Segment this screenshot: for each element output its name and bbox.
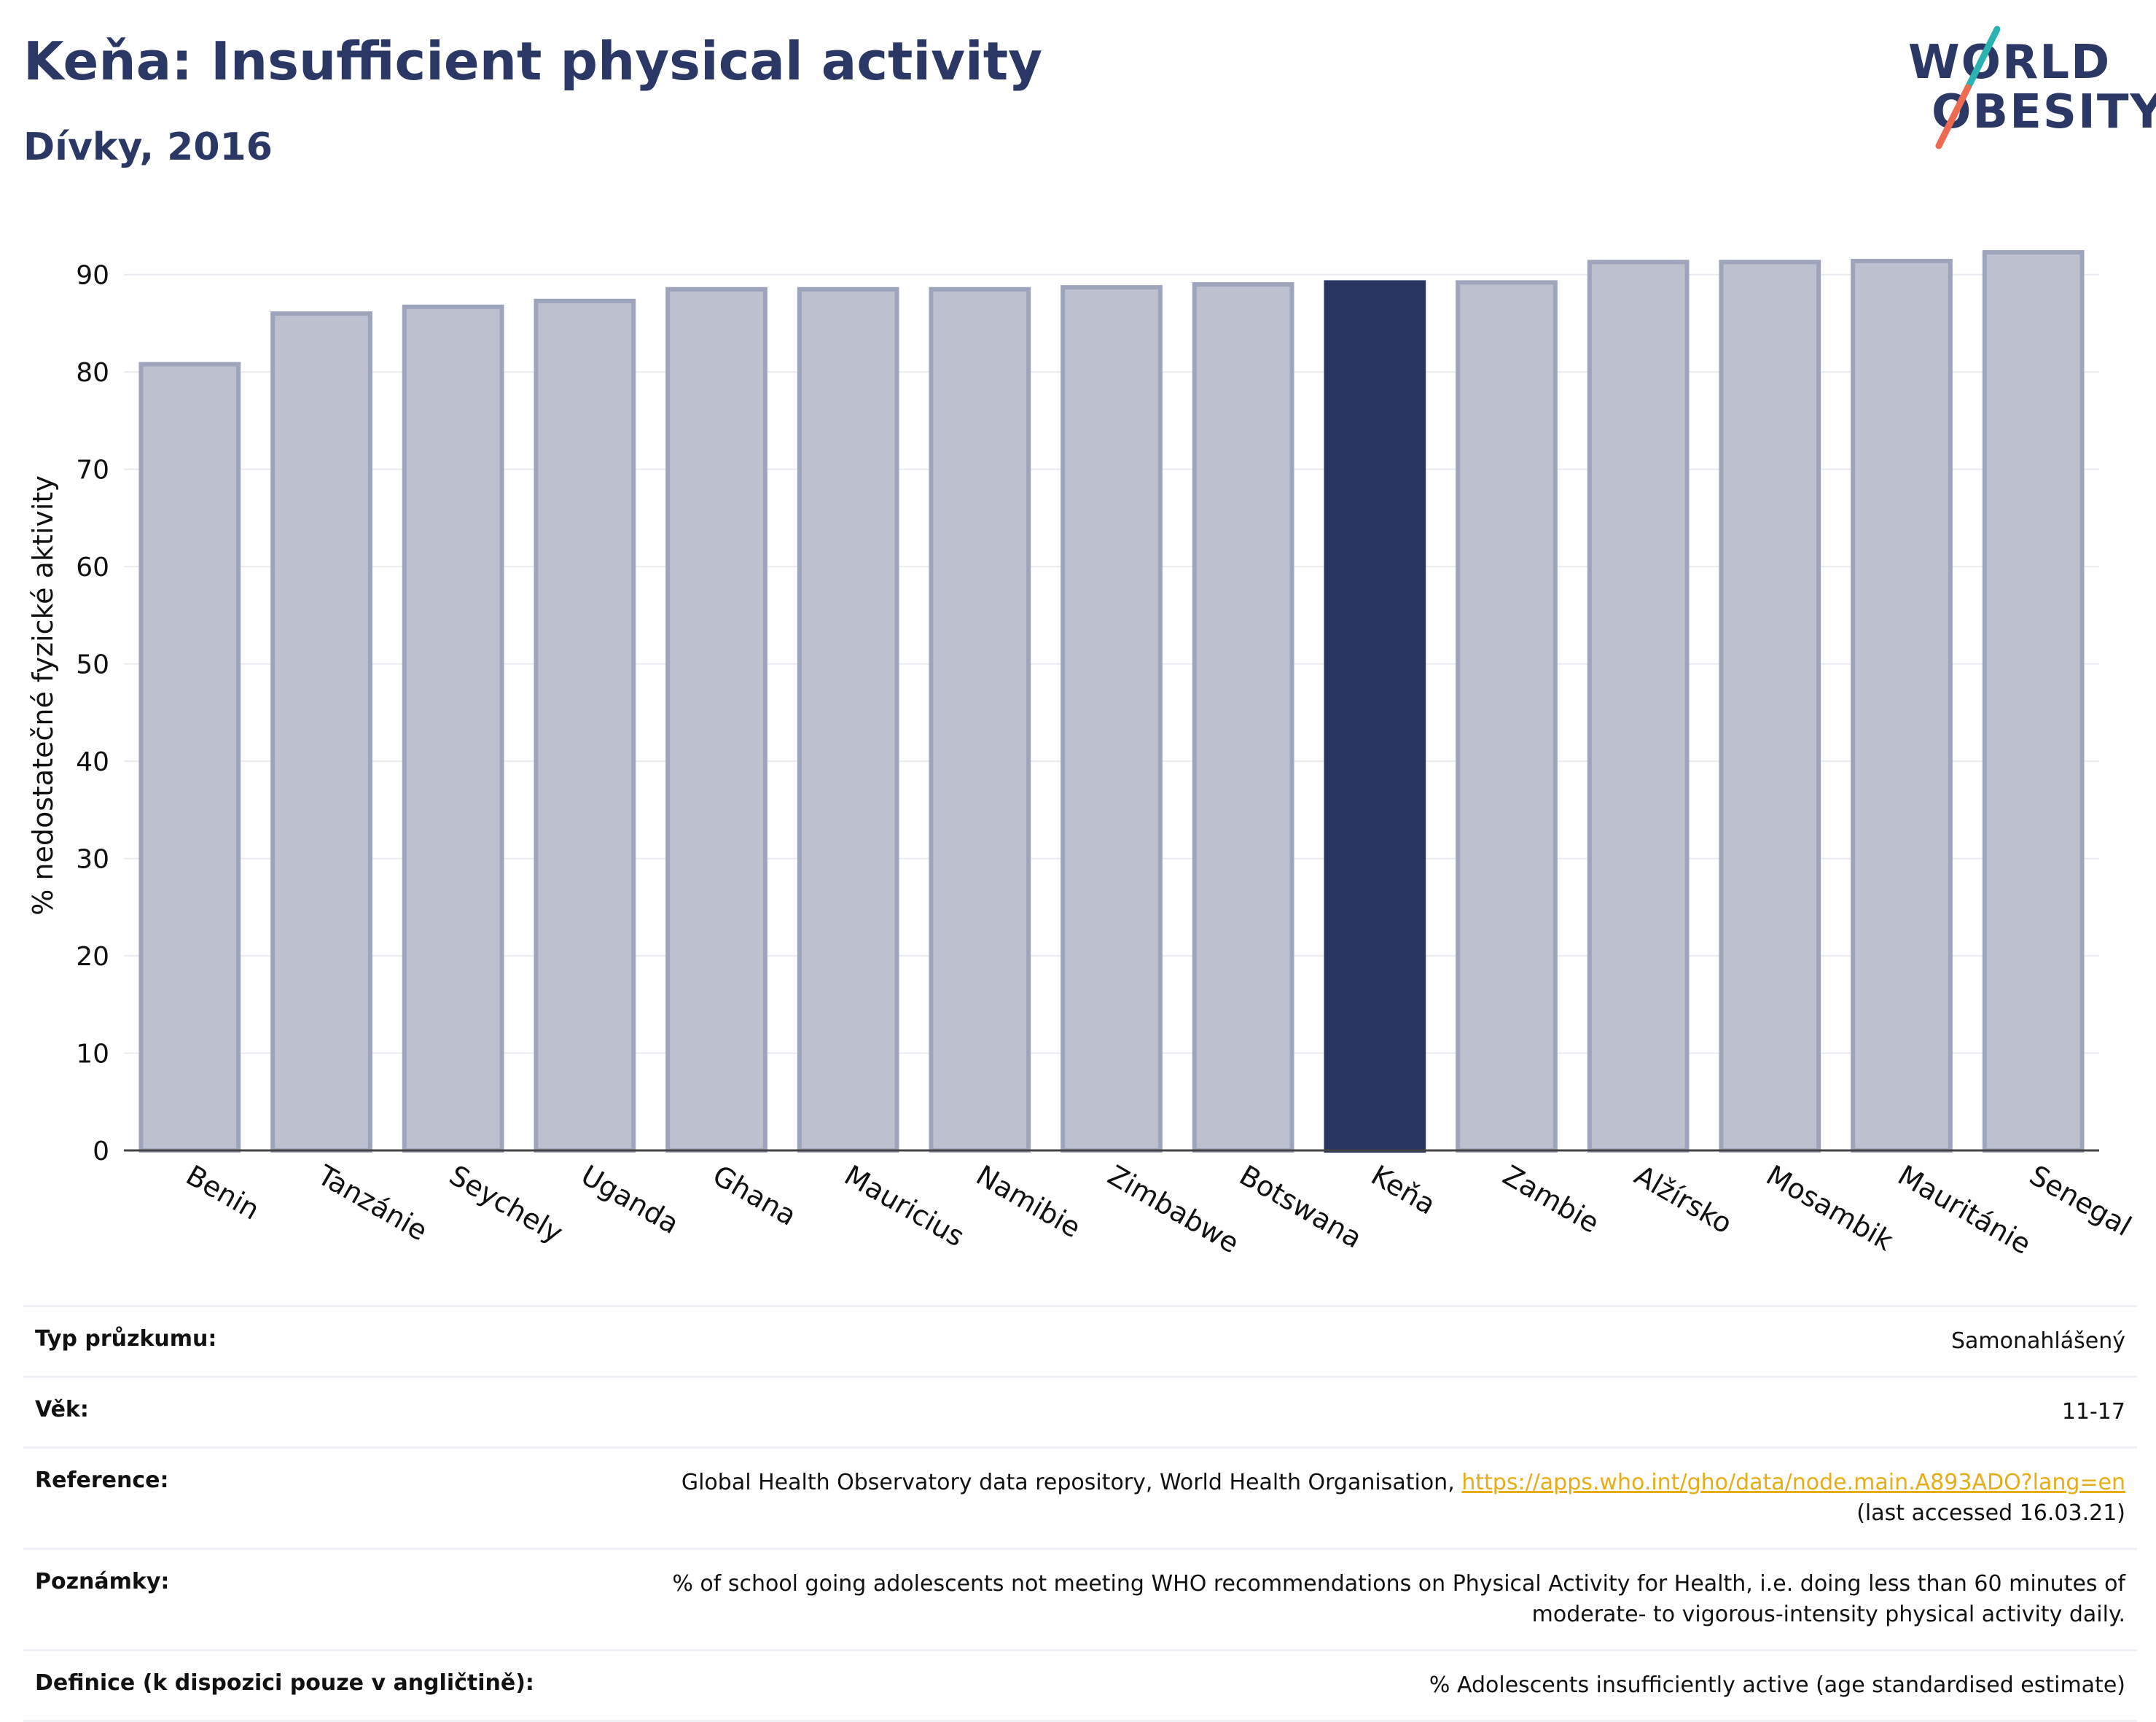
x-tick-label: Alžírsko (1629, 1159, 1738, 1240)
x-tick-label: Benin (181, 1159, 265, 1226)
reference-accessed: (last accessed 16.03.21) (1856, 1500, 2125, 1526)
bar-Alžírsko (1587, 260, 1690, 1153)
info-row-reference: Reference: Global Health Observatory dat… (23, 1446, 2137, 1548)
logo-slash-icon (1935, 26, 2001, 149)
y-tick-labels: 0 10 20 30 40 50 60 70 80 90 (76, 261, 109, 1166)
bar-Uganda (534, 298, 636, 1153)
x-tick-label: Mauricius (839, 1159, 969, 1253)
x-tick-label: Botswana (1234, 1159, 1367, 1255)
bar-chart: 0 10 20 30 40 50 60 70 80 90 Benin Tanzánie Seychel… (27, 250, 2137, 1261)
x-tick-label: Ghana (708, 1159, 802, 1232)
bar-Zimbabwe (1061, 285, 1163, 1153)
x-tick-label: Mauritánie (1893, 1159, 2036, 1261)
x-tick-label: Tanzánie (312, 1158, 433, 1247)
bar-Senegal (1982, 250, 2085, 1153)
y-axis-label: % nedostatečné fyzické aktivity (27, 475, 59, 916)
y-tick-label: 0 (93, 1137, 109, 1166)
x-tick-label: Zimbabwe (1103, 1159, 1245, 1260)
definition-label: Definice (k dispozici pouze v angličtině… (35, 1670, 534, 1696)
x-tick-label: Namibie (971, 1159, 1086, 1244)
bar-Ghana (665, 287, 768, 1153)
y-tick-label: 50 (76, 650, 109, 680)
x-tick-labels: Benin Tanzánie Seychely Uganda Ghana Mauriciu… (181, 1158, 2137, 1261)
y-tick-label: 70 (76, 456, 109, 486)
y-tick-label: 80 (76, 358, 109, 388)
bar-Keňa (1324, 280, 1426, 1153)
x-tick-label: Mosambik (1761, 1159, 1899, 1258)
chart-title: Keňa: Insufficient physical activity (23, 31, 1043, 92)
y-tick-label: 40 (76, 747, 109, 777)
reference-link[interactable]: https://apps.who.int/gho/data/node.main.… (1461, 1470, 2125, 1495)
bar-Mauricius (797, 287, 899, 1153)
bar-Seychely (402, 304, 504, 1153)
x-tick-label: Zambie (1498, 1159, 1605, 1239)
y-tick-label: 90 (76, 261, 109, 291)
y-tick-label: 20 (76, 942, 109, 972)
notes-line-1: % of school going adolescents not meetin… (672, 1571, 2125, 1597)
y-tick-label: 10 (76, 1040, 109, 1070)
notes-value: % of school going adolescents not meetin… (672, 1569, 2125, 1630)
bar-Tanzánie (270, 311, 372, 1153)
world-obesity-logo: WORLD OBESITY (1902, 22, 2156, 153)
bar-Mosambik (1719, 260, 1821, 1153)
bar-Zambie (1456, 280, 1558, 1153)
logo-word-2: OBESITY (1932, 85, 2156, 139)
y-tick-label: 30 (76, 845, 109, 875)
bar-Botswana (1192, 282, 1294, 1153)
notes-label: Poznámky: (35, 1569, 170, 1594)
reference-label: Reference: (35, 1468, 169, 1493)
x-tick-label: Senegal (2024, 1159, 2136, 1243)
logo-word-1: WORLD (1908, 36, 2112, 90)
info-row-survey: Typ průzkumu: Samonahlášený (23, 1305, 2137, 1376)
reference-text: Global Health Observatory data repositor… (681, 1470, 1462, 1495)
age-value: 11-17 (2061, 1399, 2125, 1425)
bar-Namibie (929, 287, 1031, 1153)
info-row-definition: Definice (k dispozici pouze v angličtině… (23, 1649, 2137, 1722)
reference-value: Global Health Observatory data repositor… (681, 1468, 2125, 1529)
x-tick-label: Seychely (444, 1159, 568, 1250)
y-tick-label: 60 (76, 553, 109, 583)
bar-Benin (138, 362, 241, 1153)
survey-label: Typ průzkumu: (35, 1326, 217, 1352)
x-tick-label: Uganda (576, 1159, 684, 1240)
notes-line-2: moderate- to vigorous-intensity physical… (1531, 1602, 2125, 1627)
chart-subtitle: Dívky, 2016 (23, 125, 273, 169)
bars (138, 250, 2085, 1153)
age-label: Věk: (35, 1397, 89, 1422)
definition-value: % Adolescents insufficiently active (age… (1429, 1672, 2125, 1698)
survey-value: Samonahlášený (1951, 1328, 2125, 1354)
x-tick-label: Keňa (1366, 1159, 1441, 1221)
bar-Mauritánie (1851, 259, 1953, 1153)
info-row-age: Věk: 11-17 (23, 1376, 2137, 1446)
info-table: Typ průzkumu: Samonahlášený Věk: 11-17 R… (23, 1305, 2137, 1722)
info-row-notes: Poznámky: % of school going adolescents … (23, 1548, 2137, 1649)
